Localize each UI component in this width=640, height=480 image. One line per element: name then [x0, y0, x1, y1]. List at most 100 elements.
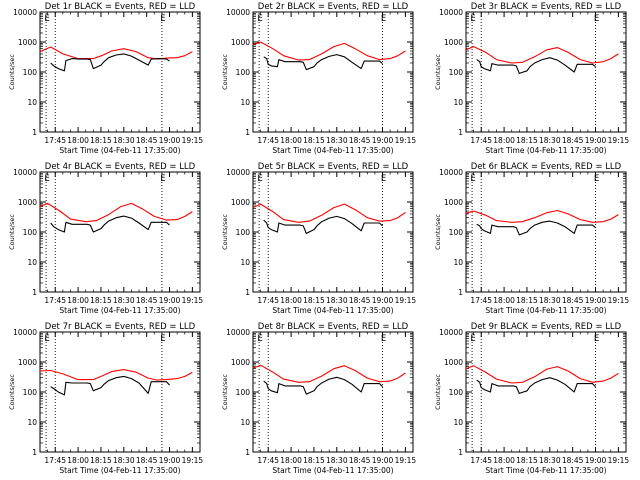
x-tick-label: 18:00 [280, 136, 302, 145]
events-series-line [476, 377, 596, 394]
y-tick-label: 100 [236, 228, 251, 237]
x-tick-label: 18:15 [516, 136, 538, 145]
chart-title: Det 7r BLACK = Events, RED = LLD [45, 322, 196, 332]
y-tick-label: 10000 [226, 8, 250, 17]
x-tick-label: 18:15 [303, 296, 325, 305]
y-tick-label: 1 [32, 448, 37, 457]
y-tick-label: 1 [32, 288, 37, 297]
chart-panel: Det 5r BLACK = Events, RED = LLD 1 10 100 10… [221, 162, 416, 315]
y-axis-label: Counts/sec [221, 374, 229, 410]
x-tick-label: 18:45 [349, 136, 371, 145]
event-marker-label: E [470, 334, 475, 344]
event-marker-label: E [470, 174, 475, 184]
x-axis-label: Start Time (04-Feb-11 17:35:00) [59, 466, 180, 475]
y-tick-label: 10 [240, 258, 250, 267]
events-series-line [263, 376, 383, 395]
y-tick-label: 10 [240, 98, 250, 107]
event-marker-label: E [594, 174, 599, 184]
y-tick-label: 10 [27, 98, 37, 107]
events-series-line [50, 215, 170, 233]
y-tick-label: 10 [453, 98, 463, 107]
x-tick-label: 19:15 [395, 456, 417, 465]
x-tick-label: 17:45 [257, 456, 279, 465]
lld-series-line [39, 46, 193, 60]
y-tick-label: 10000 [13, 8, 37, 17]
x-tick-label: 18:45 [136, 296, 158, 305]
y-axis-label: Counts/sec [434, 374, 442, 410]
x-tick-label: 19:00 [585, 296, 607, 305]
event-marker-label: E [257, 14, 262, 24]
x-tick-label: 18:00 [67, 296, 89, 305]
x-axis-label: Start Time (04-Feb-11 17:35:00) [485, 466, 606, 475]
y-tick-label: 100 [449, 228, 464, 237]
plot-frame [39, 331, 201, 453]
chart-title: Det 2r BLACK = Events, RED = LLD [258, 2, 409, 12]
chart-title: Det 1r BLACK = Events, RED = LLD [45, 2, 196, 12]
y-tick-label: 100 [23, 68, 38, 77]
event-marker-label: E [160, 334, 165, 344]
plot-frame [252, 11, 414, 133]
y-tick-label: 1000 [231, 358, 250, 367]
lld-series-line [252, 41, 406, 61]
x-tick-label: 18:00 [280, 296, 302, 305]
x-tick-label: 18:00 [493, 456, 515, 465]
y-axis-label: Counts/sec [434, 54, 442, 90]
x-tick-label: 18:45 [562, 456, 584, 465]
plot-frame [465, 11, 627, 133]
x-tick-label: 18:30 [113, 296, 135, 305]
event-marker-label: E [381, 174, 386, 184]
x-tick-label: 18:15 [516, 296, 538, 305]
x-axis-label: Start Time (04-Feb-11 17:35:00) [59, 146, 180, 155]
y-tick-label: 100 [449, 68, 464, 77]
x-tick-label: 19:00 [585, 456, 607, 465]
x-tick-label: 18:00 [67, 456, 89, 465]
lld-series-line [252, 203, 406, 223]
x-tick-label: 18:15 [90, 136, 112, 145]
lld-series-line [39, 202, 193, 223]
y-tick-label: 10000 [13, 168, 37, 177]
lld-series-line [465, 46, 619, 64]
y-tick-label: 1000 [18, 38, 37, 47]
y-tick-label: 1000 [18, 198, 37, 207]
chart-title: Det 8r BLACK = Events, RED = LLD [258, 322, 409, 332]
x-tick-label: 19:00 [585, 136, 607, 145]
y-tick-label: 100 [236, 68, 251, 77]
y-tick-label: 10000 [439, 168, 463, 177]
y-axis-label: Counts/sec [221, 214, 229, 250]
y-tick-label: 10000 [439, 8, 463, 17]
x-tick-label: 19:15 [182, 296, 204, 305]
x-tick-label: 18:00 [493, 136, 515, 145]
x-tick-label: 18:30 [539, 136, 561, 145]
lld-series-line [39, 369, 193, 381]
chart-title: Det 9r BLACK = Events, RED = LLD [471, 322, 622, 332]
y-tick-label: 10000 [226, 328, 250, 337]
event-marker-label: E [381, 334, 386, 344]
x-tick-label: 17:45 [257, 296, 279, 305]
x-tick-label: 18:45 [136, 136, 158, 145]
y-axis-label: Counts/sec [8, 374, 16, 410]
events-series-line [263, 54, 383, 71]
x-tick-label: 18:45 [562, 136, 584, 145]
chart-panel: Det 6r BLACK = Events, RED = LLD 1 10 100 10… [434, 162, 629, 315]
x-tick-label: 18:15 [90, 296, 112, 305]
chart-panel: Det 8r BLACK = Events, RED = LLD 1 10 100 10… [221, 322, 416, 475]
event-marker-label: E [44, 334, 49, 344]
event-marker-label: E [257, 174, 262, 184]
x-tick-label: 17:45 [470, 136, 492, 145]
x-tick-label: 17:45 [470, 296, 492, 305]
x-tick-label: 17:45 [257, 136, 279, 145]
event-marker-label: E [470, 14, 475, 24]
x-tick-label: 19:00 [159, 136, 181, 145]
x-tick-label: 18:30 [326, 456, 348, 465]
y-tick-label: 10000 [439, 328, 463, 337]
x-tick-label: 18:30 [539, 296, 561, 305]
x-tick-label: 18:30 [113, 136, 135, 145]
chart-title: Det 5r BLACK = Events, RED = LLD [258, 162, 409, 172]
events-series-line [50, 53, 170, 72]
event-marker-label: E [594, 14, 599, 24]
y-tick-label: 10 [240, 418, 250, 427]
y-tick-label: 1 [245, 128, 250, 137]
y-tick-label: 10000 [13, 328, 37, 337]
events-series-line [476, 57, 596, 74]
chart-panel: Det 3r BLACK = Events, RED = LLD 1 10 100 10… [434, 2, 629, 155]
